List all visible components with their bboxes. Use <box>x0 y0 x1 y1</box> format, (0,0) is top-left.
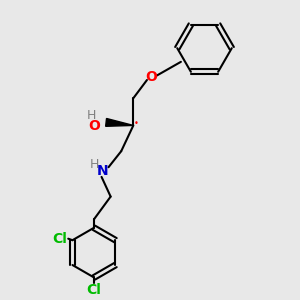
Text: N: N <box>97 164 109 178</box>
Text: •: • <box>133 118 138 127</box>
Text: O: O <box>88 119 100 133</box>
Text: H: H <box>86 109 96 122</box>
Text: Cl: Cl <box>86 283 101 297</box>
Polygon shape <box>106 118 133 126</box>
Text: Cl: Cl <box>52 232 67 246</box>
Text: H: H <box>90 158 99 171</box>
Text: O: O <box>146 70 158 84</box>
